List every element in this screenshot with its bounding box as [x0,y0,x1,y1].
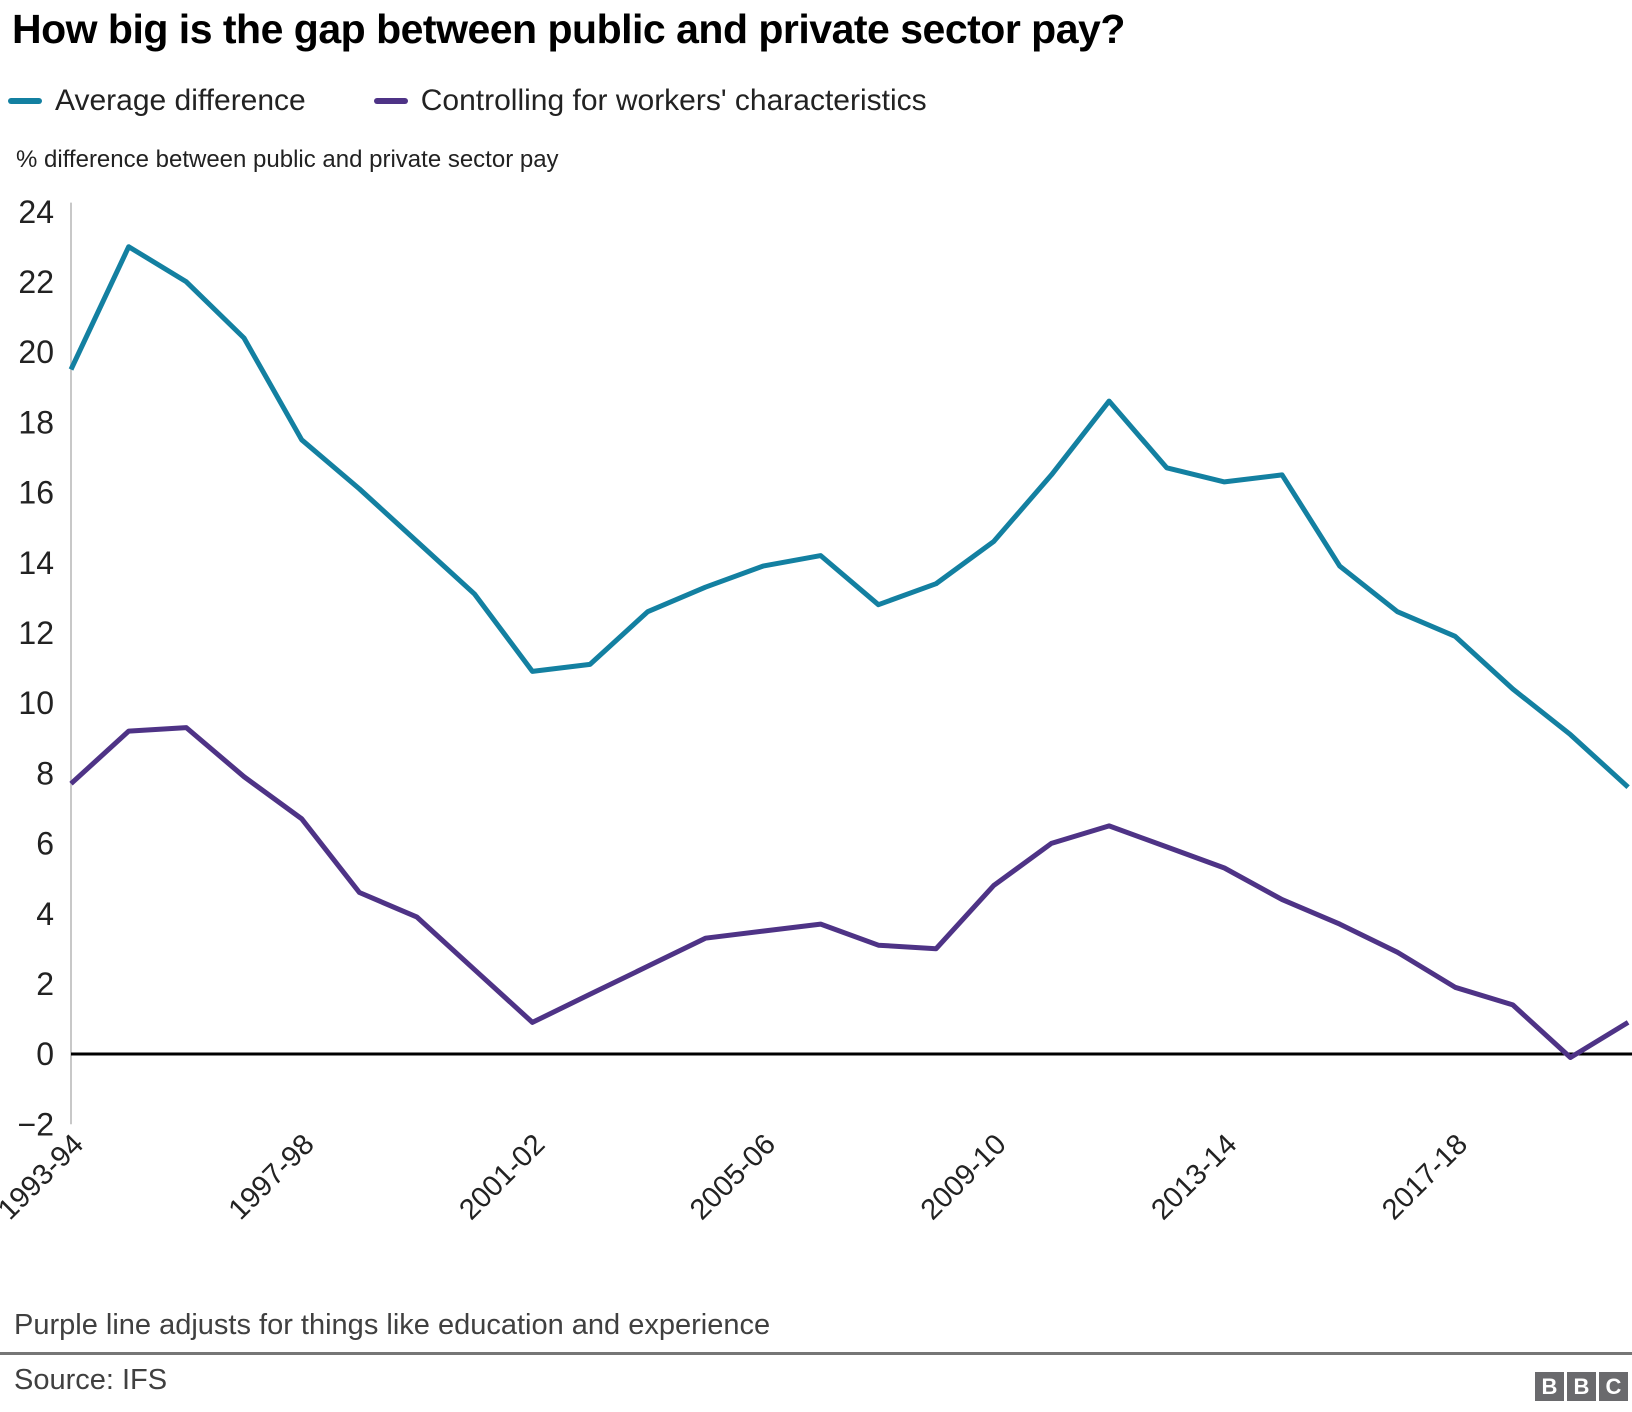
x-tick-label: 1993-94 [0,1128,90,1226]
x-tick-label: 2005-06 [684,1128,782,1226]
legend-label: Average difference [55,84,306,117]
y-tick-label: 2 [36,966,54,1002]
purple-line-swatch-icon [373,98,408,104]
series-line-average-difference [68,244,1630,790]
legend-item-controlling-characteristics: Controlling for workers' characteristics [373,84,927,118]
y-tick-label: 12 [18,615,54,651]
y-tick-label: 22 [18,264,54,300]
y-tick-label: 0 [36,1036,54,1072]
x-tick-label: 2017-18 [1376,1128,1474,1226]
footer-divider [0,1352,1632,1355]
series-line-controlling-for-workers-characteristics [69,725,1630,1060]
y-axis-unit-label: % difference between public and private … [16,146,559,173]
y-tick-label: 24 [18,194,54,230]
bbc-logo: B B C [1532,1372,1628,1401]
y-tick-label: 8 [36,755,54,791]
y-tick-label: 16 [18,475,54,511]
legend-label: Controlling for workers' characteristics [420,84,927,117]
x-tick-label: 1997-98 [223,1128,321,1226]
source-attribution: Source: IFS [14,1364,168,1396]
y-tick-label: 6 [36,826,54,862]
x-tick-label: 2009-10 [915,1128,1013,1226]
y-tick-label: 10 [18,685,54,721]
y-tick-label: −2 [18,1106,54,1142]
y-tick-label: 18 [18,404,54,440]
x-tick-label: 2013-14 [1145,1128,1243,1226]
chart-footnote: Purple line adjusts for things like educ… [14,1309,771,1341]
legend-item-average-difference: Average difference [8,84,306,118]
bbc-logo-letter: C [1599,1372,1628,1401]
page-title: How big is the gap between public and pr… [12,6,1125,52]
y-tick-label: 4 [36,896,54,932]
x-tick-label: 2001-02 [453,1128,551,1226]
teal-line-swatch-icon [8,98,42,104]
y-tick-label: 20 [18,334,54,370]
y-tick-label: 14 [18,545,54,581]
bbc-logo-letter: B [1535,1372,1564,1401]
bbc-logo-letter: B [1567,1372,1596,1401]
chart-legend: Average difference Controlling for worke… [8,84,927,118]
